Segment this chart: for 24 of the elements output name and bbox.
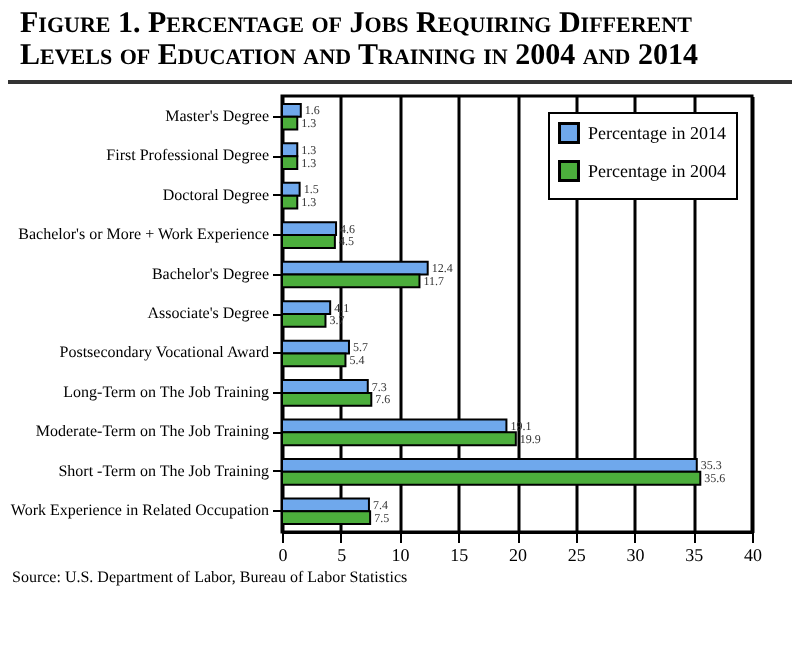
y-tick-label: Short -Term on The Job Training (58, 461, 269, 480)
y-tick-label: Bachelor's or More + Work Experience (18, 225, 270, 244)
x-tick-label: 35 (685, 545, 705, 565)
x-tick-label: 0 (278, 545, 289, 565)
x-tick-label: 20 (509, 545, 528, 565)
x-tick-label: 30 (626, 545, 646, 565)
chart-title: Figure 1. Percentage of Jobs Requiring Different Levels of Education and Training in 2004 and 2014 (8, 0, 792, 84)
x-tick-label: 15 (450, 545, 470, 565)
y-tick-label: Associate's Degree (147, 304, 270, 322)
x-tick-label: 10 (391, 545, 411, 565)
y-tick-label: Postsecondary Vocational Award (59, 343, 269, 362)
y-tick-label: Moderate-Term on The Job Training (35, 422, 269, 441)
x-tick-label: 40 (744, 545, 763, 565)
x-tick-label: 5 (337, 545, 348, 565)
y-tick-label: First Professional Degree (106, 146, 270, 165)
y-tick-label: Long-Term on The Job Training (63, 382, 269, 401)
legend-label: Percentage in 2004 (588, 161, 727, 181)
y-tick-label: Bachelor's Degree (151, 264, 270, 283)
y-tick-label: Work Experience in Related Occupation (10, 501, 269, 520)
x-tick-label: 25 (567, 545, 587, 565)
y-tick-label: Doctoral Degree (162, 185, 270, 204)
source-note: Source: U.S. Department of Labor, Bureau of Labor Statistics (10, 568, 410, 586)
y-tick-label: Master's Degree (165, 106, 270, 125)
legend-label: Percentage in 2014 (588, 123, 727, 143)
